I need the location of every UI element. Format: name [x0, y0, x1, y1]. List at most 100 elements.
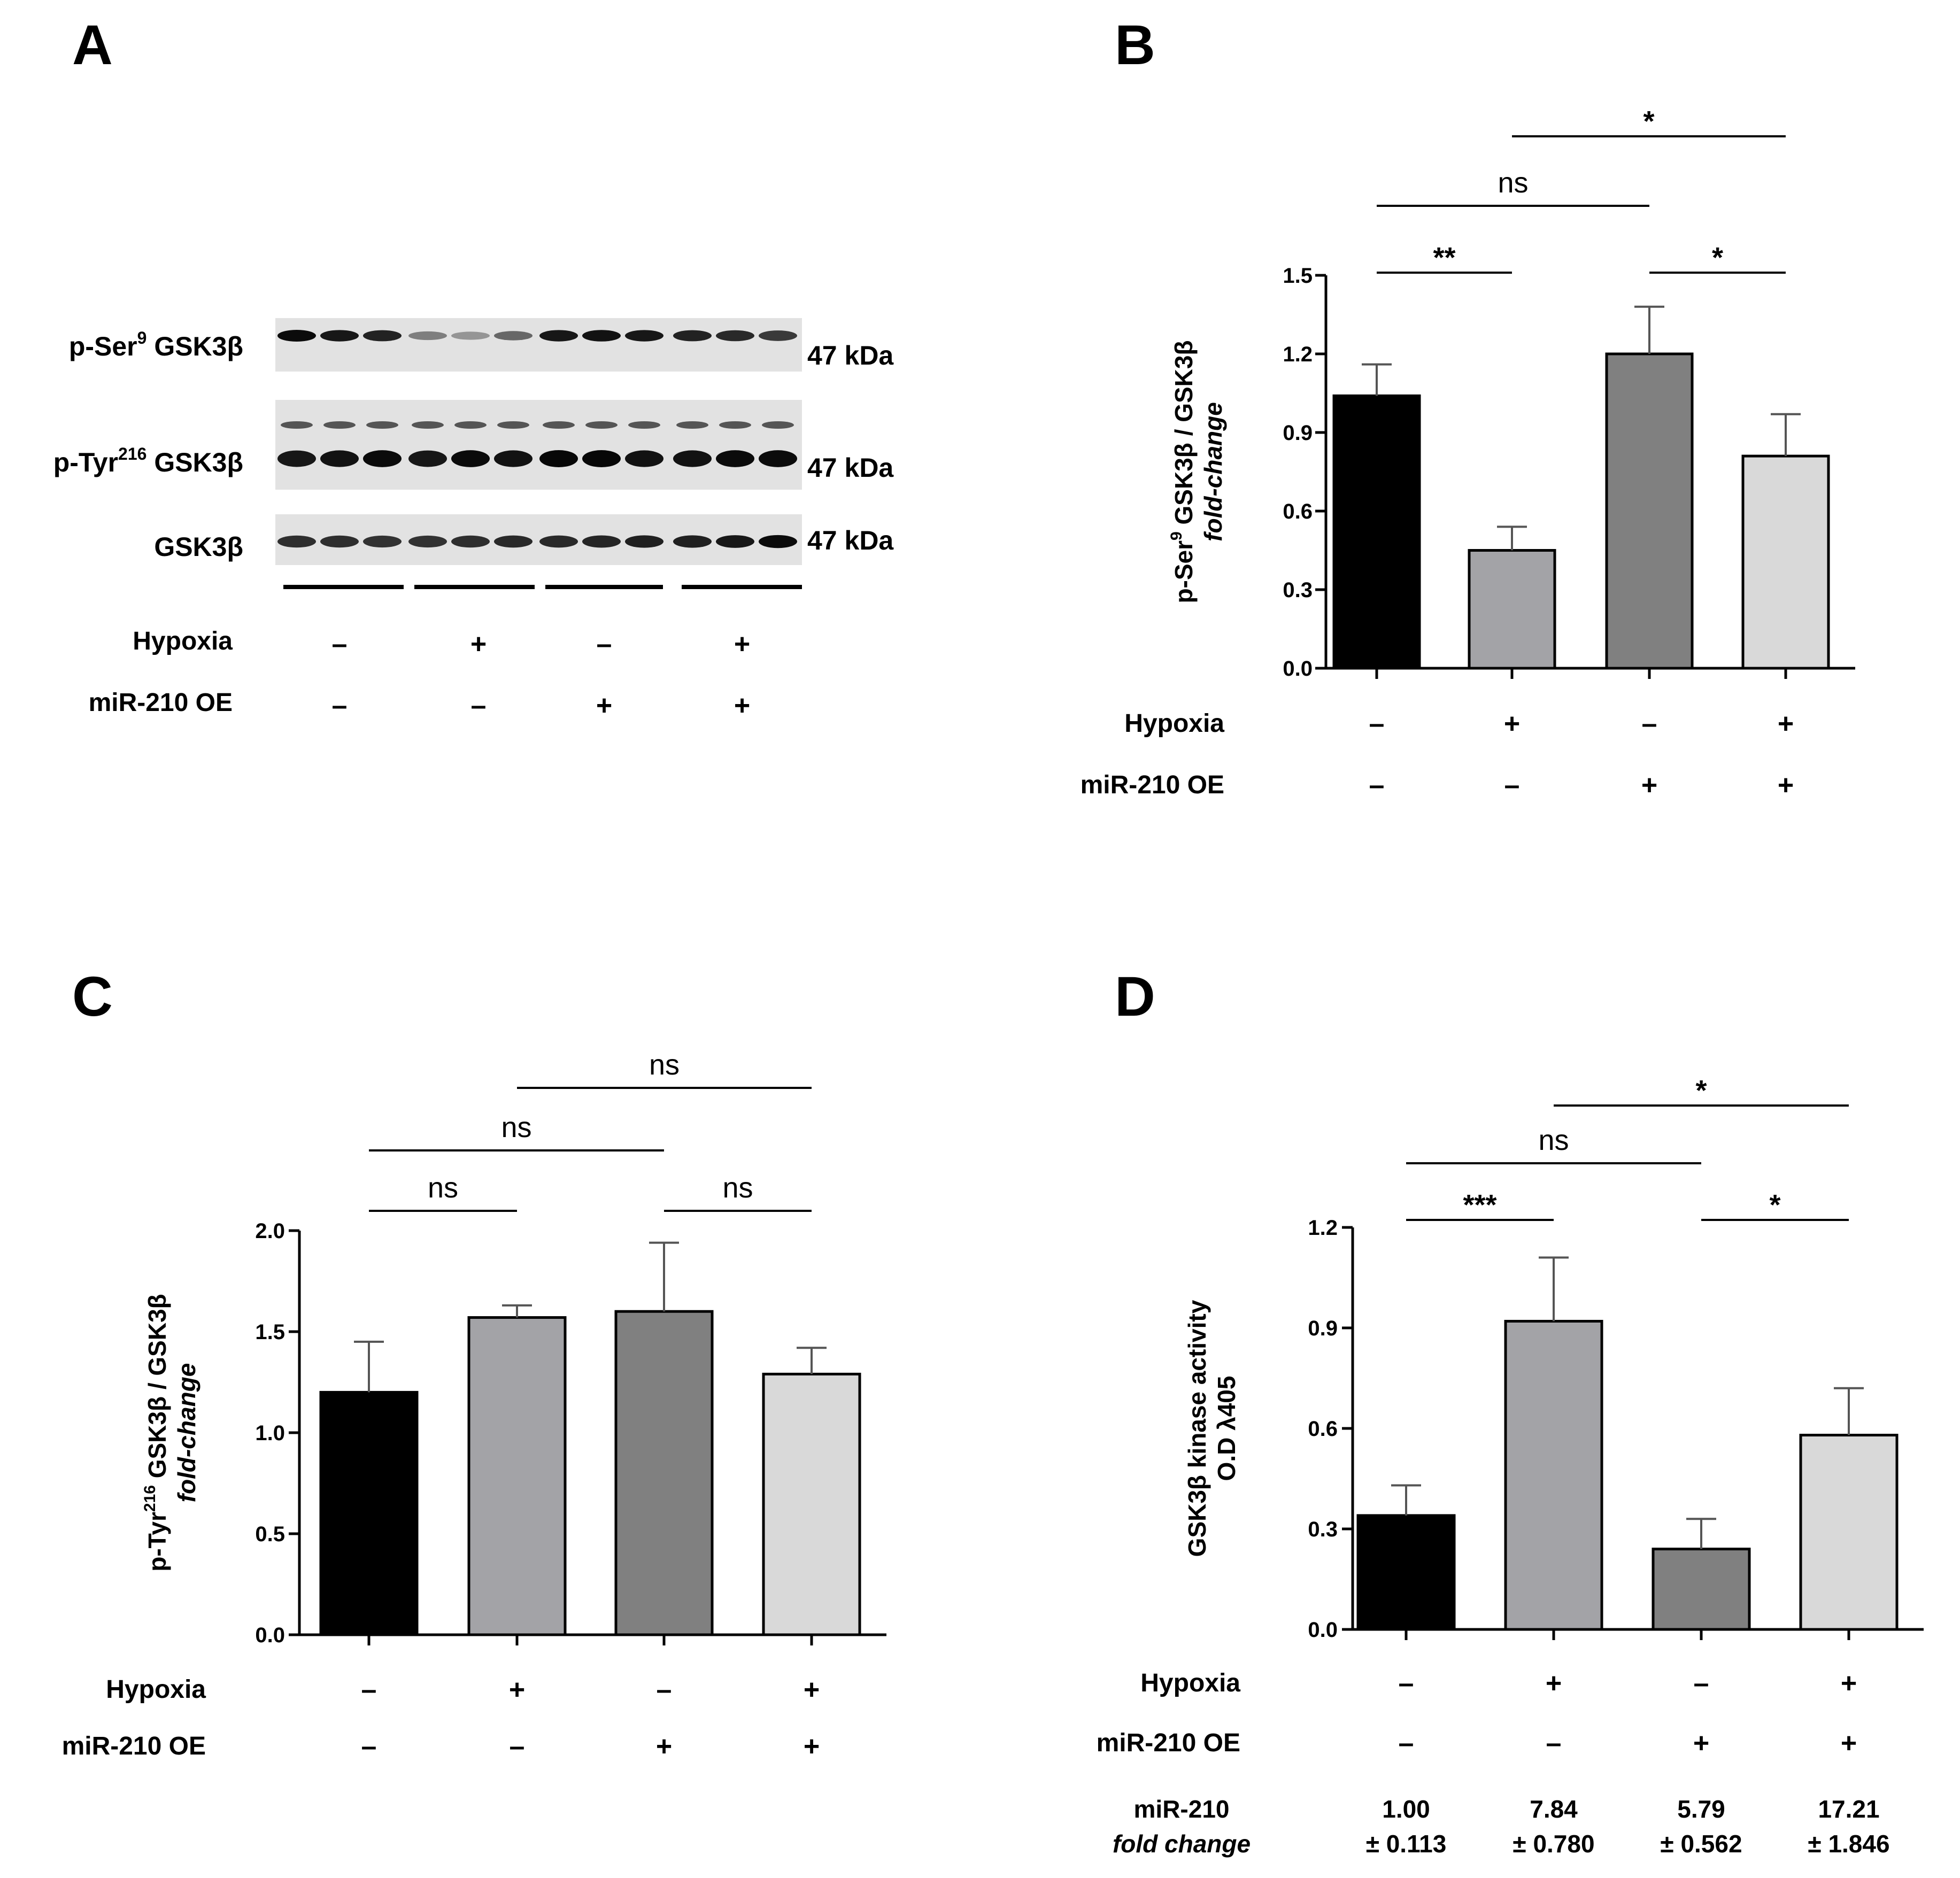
- y-tick-label: 0.3: [1308, 1518, 1338, 1541]
- y-axis-label-sup: 216: [141, 1485, 159, 1512]
- significance-label: *: [1695, 1075, 1707, 1107]
- cond-sign: +: [1504, 708, 1520, 739]
- cond-sign: –: [361, 1674, 377, 1705]
- blot-band-faint: [676, 421, 708, 429]
- y-axis-label-line2: fold-change: [1199, 402, 1227, 542]
- y-tick-label: 2.0: [255, 1219, 285, 1243]
- blot-band: [320, 450, 359, 467]
- bar: [1605, 352, 1694, 670]
- bar: [319, 1390, 419, 1636]
- y-tick-label: 0.9: [1308, 1317, 1338, 1340]
- y-axis-label: p-Ser9 GSK3β / GSK3β: [1168, 340, 1198, 603]
- blot-band: [363, 330, 402, 342]
- y-tick-label: 0.0: [1283, 657, 1313, 681]
- cond-sign: +: [509, 1674, 525, 1705]
- significance-label: **: [1433, 242, 1455, 274]
- y-axis-label-line2: O.D λ405: [1213, 1376, 1240, 1481]
- bar: [1741, 454, 1830, 670]
- cond-sign: –: [1399, 1728, 1414, 1759]
- panel-letter-b: B: [1115, 14, 1155, 76]
- blot-band-faint: [628, 421, 660, 429]
- bar-chart-c: 0.0 0.5 1.0 1.5 2.0 ns ns ns ns Hypoxia miR-210 OE…: [62, 1049, 886, 1762]
- significance-label: ns: [722, 1172, 753, 1204]
- cond-sign: +: [656, 1731, 672, 1762]
- bar: [1332, 394, 1421, 670]
- y-axis-label-part: p-Ser: [1170, 540, 1198, 604]
- cond-sign: –: [657, 1674, 672, 1705]
- cond-sign: +: [596, 690, 612, 721]
- bar: [1799, 1434, 1899, 1631]
- kda-marker-1: 47 kDa: [807, 341, 894, 370]
- blot-band: [539, 450, 578, 468]
- footer-error: ± 0.113: [1366, 1830, 1447, 1858]
- significance-label: ***: [1463, 1189, 1496, 1221]
- blot-band: [716, 535, 754, 548]
- cond-label-hypoxia: Hypoxia: [1124, 709, 1224, 738]
- blot-band: [625, 450, 663, 467]
- y-tick-label: 0.6: [1308, 1417, 1338, 1441]
- footer-label-line1: miR-210: [1134, 1795, 1230, 1823]
- blot-band: [625, 535, 663, 548]
- y-tick-label: 1.2: [1308, 1216, 1338, 1240]
- blot-band: [673, 535, 712, 548]
- blot-band: [408, 331, 447, 341]
- blot-label-ptyr216: p-Tyr216 GSK3β: [53, 444, 243, 477]
- cond-sign: –: [1694, 1668, 1709, 1699]
- cond-label-hypoxia-a: Hypoxia: [133, 627, 233, 655]
- significance-label: ns: [501, 1111, 531, 1143]
- cond-sign: –: [597, 629, 612, 660]
- bar: [467, 1316, 567, 1636]
- cond-label-mir210: miR-210 OE: [1081, 771, 1224, 799]
- blot-band: [716, 450, 754, 467]
- blot-band-faint: [585, 421, 618, 429]
- significance-label: ns: [1498, 167, 1528, 199]
- y-axis-label-part: GSK3β / GSK3β: [1170, 340, 1198, 531]
- y-tick-label: 1.0: [255, 1421, 285, 1445]
- bar: [1356, 1514, 1456, 1631]
- panel-letter-d: D: [1115, 965, 1155, 1028]
- blot-band: [759, 330, 797, 341]
- blot-band: [277, 535, 316, 548]
- lane-group-divider: [682, 585, 802, 589]
- y-tick-label: 1.5: [1283, 264, 1313, 288]
- cond-sign: +: [804, 1674, 820, 1705]
- footer-value: 7.84: [1530, 1795, 1578, 1823]
- cond-label-mir210: miR-210 OE: [62, 1732, 206, 1760]
- blot-band: [716, 330, 754, 342]
- blot-band: [494, 535, 533, 548]
- cond-label-hypoxia: Hypoxia: [106, 1675, 206, 1704]
- y-axis-label: GSK3β kinase activity: [1183, 1300, 1211, 1557]
- lane-group-dividers: [283, 585, 802, 589]
- footer-value: 5.79: [1677, 1795, 1725, 1823]
- blot-band-faint: [412, 421, 444, 429]
- blot-strip-ptyr216: [275, 400, 802, 490]
- mir210-fold-change-footer: miR-210 fold change 1.00 7.84 5.79 17.21…: [1113, 1795, 1890, 1858]
- cond-sign: –: [1546, 1728, 1562, 1759]
- cond-sign: +: [1546, 1668, 1562, 1699]
- blot-band: [539, 535, 578, 548]
- cond-sign: –: [471, 690, 487, 721]
- significance-label: ns: [428, 1172, 458, 1204]
- blot-band: [363, 535, 402, 548]
- bar: [1504, 1319, 1603, 1631]
- blot-band-faint: [497, 421, 529, 429]
- cond-sign: –: [332, 629, 348, 660]
- y-axis-label-line2: fold-change: [173, 1363, 200, 1503]
- blot-band: [277, 330, 316, 342]
- blot-band: [320, 330, 359, 342]
- blot-strip-gsk3b: [275, 514, 802, 565]
- blot-band: [451, 450, 490, 467]
- cond-sign: +: [1841, 1728, 1857, 1759]
- blot-band-faint: [366, 421, 398, 429]
- blot-label-gsk3b: GSK3β: [154, 532, 243, 562]
- blot-band: [277, 450, 316, 467]
- blot-band: [759, 535, 797, 548]
- blot-label-pser9: p-Ser9 GSK3β: [69, 328, 243, 361]
- blot-band: [408, 450, 447, 467]
- blot-band: [673, 330, 712, 342]
- blot-band: [451, 535, 490, 548]
- blot-band: [494, 331, 533, 341]
- significance-label: ns: [1538, 1124, 1569, 1156]
